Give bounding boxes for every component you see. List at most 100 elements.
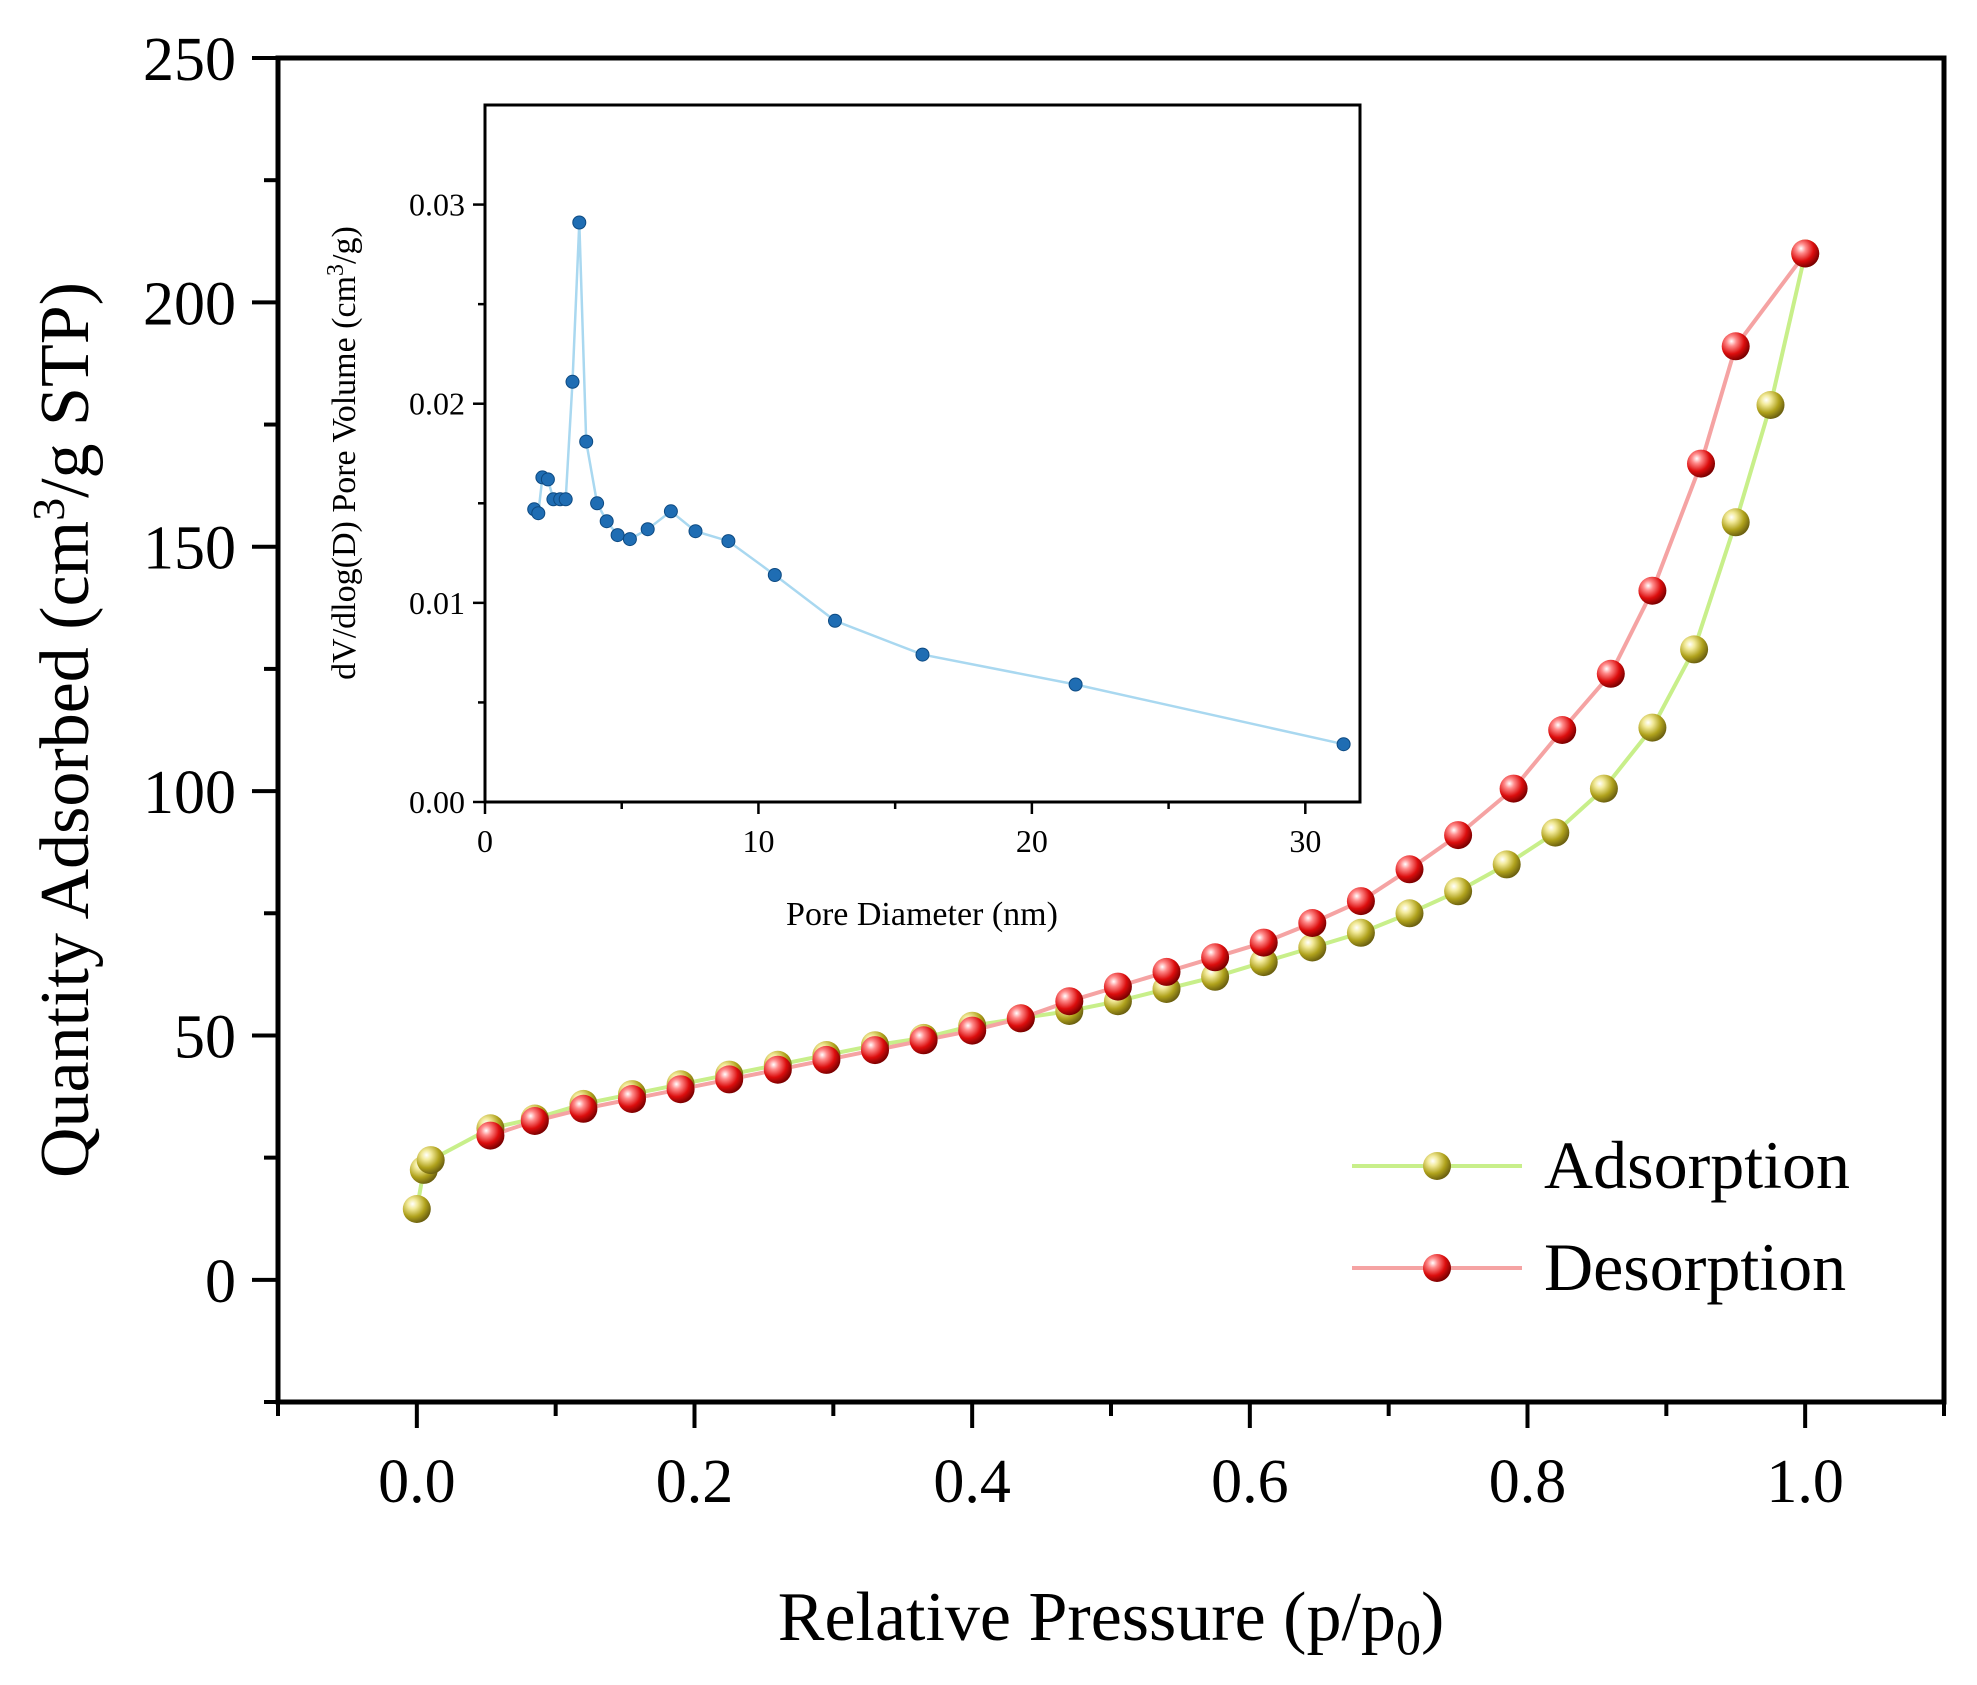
legend-item-adsorption: Adsorption [1352, 1127, 1850, 1203]
inset-data-point [565, 374, 580, 389]
inset-data-point [622, 532, 637, 547]
data-point-desorption [1548, 716, 1577, 744]
main-series-points [402, 239, 1820, 1223]
data-point-adsorption [1201, 962, 1230, 991]
main-x-tick-label: 0.8 [1489, 1448, 1567, 1516]
inset-data-point [663, 504, 678, 519]
inset-y-axis-title: dV/dlog(D) Pore Volume (cm3/g) [323, 226, 363, 680]
data-point-adsorption [1541, 818, 1570, 847]
data-point-desorption [1201, 943, 1230, 972]
main-x-axis-title: Relative Pressure (p/p0) [778, 1579, 1445, 1665]
inset-data-point [531, 506, 546, 521]
inset-x-tick-label: 10 [742, 823, 774, 859]
inset-data-point [599, 514, 614, 529]
data-point-desorption [520, 1107, 549, 1135]
inset-data-point [640, 522, 655, 537]
legend-adsorption-marker [1423, 1152, 1451, 1180]
data-point-adsorption [1492, 850, 1521, 879]
data-point-desorption [861, 1036, 889, 1065]
main-y-tick-label: 100 [143, 759, 236, 827]
data-point-desorption [569, 1094, 598, 1123]
data-point-adsorption [1680, 635, 1709, 664]
data-point-desorption [618, 1085, 646, 1113]
main-y-tick-label: 0 [205, 1248, 236, 1316]
data-point-desorption [1346, 887, 1375, 916]
inset-data-point [540, 472, 555, 487]
inset-y-tick-label: 0.00 [409, 784, 465, 820]
main-y-tick-label: 150 [143, 515, 236, 583]
inset-data-point [915, 647, 930, 662]
legend-desorption-marker [1423, 1254, 1451, 1282]
data-point-desorption [1395, 855, 1424, 884]
inset-y-tick-label: 0.02 [409, 386, 465, 422]
data-point-desorption [666, 1075, 695, 1104]
main-x-tick-label: 0.0 [378, 1448, 456, 1516]
main-y-axis-title: Quantity Adsorbed (cm3/g STP) [23, 282, 104, 1178]
data-point-desorption [1791, 239, 1820, 268]
main-y-tick-label: 250 [143, 26, 236, 94]
inset-x-axis-title: Pore Diameter (nm) [786, 896, 1058, 933]
data-point-desorption [958, 1016, 987, 1045]
main-x-tick-label: 0.2 [656, 1448, 734, 1516]
legend-label-desorption: Desorption [1544, 1229, 1846, 1305]
data-point-adsorption [1756, 391, 1785, 419]
inset-data-point [688, 524, 703, 539]
data-point-adsorption [416, 1146, 445, 1175]
data-point-desorption [763, 1055, 792, 1084]
data-point-desorption [1638, 576, 1667, 605]
main-y-tick-label: 50 [174, 1003, 236, 1071]
data-point-adsorption [402, 1195, 431, 1223]
data-point-desorption [1721, 332, 1750, 361]
inset-data-point [610, 528, 625, 543]
data-point-adsorption [1298, 933, 1327, 962]
data-point-desorption [1687, 449, 1715, 478]
data-point-desorption [1152, 957, 1181, 986]
data-point-adsorption [1444, 877, 1473, 906]
data-point-adsorption [1249, 948, 1278, 977]
data-point-adsorption [1346, 918, 1375, 947]
inset-data-point [828, 613, 842, 628]
data-point-desorption [1499, 774, 1528, 803]
data-point-desorption [715, 1065, 744, 1094]
inset-chart: 0 10 20 30 0.00 0.01 0.02 0.03 Pore Diameter (n… [323, 103, 1362, 933]
data-point-desorption [1103, 972, 1132, 1001]
data-point-desorption [812, 1045, 841, 1074]
data-point-desorption [1596, 659, 1625, 688]
inset-x-tick-label: 0 [477, 823, 493, 859]
inset-data-point [572, 215, 587, 230]
inset-data-point [590, 496, 605, 511]
inset-data-point [1336, 737, 1351, 752]
data-point-adsorption [1638, 713, 1667, 742]
data-point-desorption [1006, 1004, 1035, 1033]
inset-data-point [767, 568, 782, 582]
data-point-adsorption [1721, 508, 1750, 537]
inset-y-tick-label: 0.03 [409, 187, 465, 223]
data-point-desorption [1444, 821, 1473, 850]
inset-data-point [721, 534, 736, 549]
data-point-adsorption [1395, 899, 1424, 928]
main-x-tick-label: 0.4 [933, 1448, 1011, 1516]
inset-data-point [579, 434, 594, 449]
data-point-desorption [1298, 909, 1327, 937]
inset-plot-frame [483, 103, 1362, 804]
inset-data-point [558, 492, 573, 507]
inset-series-points [527, 215, 1351, 752]
data-point-desorption [909, 1026, 938, 1055]
inset-x-tick-label: 20 [1016, 823, 1048, 859]
inset-data-point [1068, 677, 1083, 692]
legend-label-adsorption: Adsorption [1544, 1127, 1850, 1203]
inset-axes: 0 10 20 30 0.00 0.01 0.02 0.03 [409, 187, 1321, 859]
data-point-desorption [1249, 928, 1278, 957]
inset-y-tick-label: 0.01 [409, 585, 465, 621]
data-point-desorption [476, 1121, 505, 1150]
legend: Adsorption Desorption [1352, 1127, 1850, 1305]
data-point-desorption [1055, 987, 1084, 1016]
legend-item-desorption: Desorption [1352, 1229, 1846, 1305]
main-x-tick-label: 0.6 [1211, 1448, 1289, 1516]
main-x-tick-label: 1.0 [1766, 1448, 1844, 1516]
data-point-adsorption [1589, 774, 1618, 803]
inset-x-tick-label: 30 [1289, 823, 1321, 859]
